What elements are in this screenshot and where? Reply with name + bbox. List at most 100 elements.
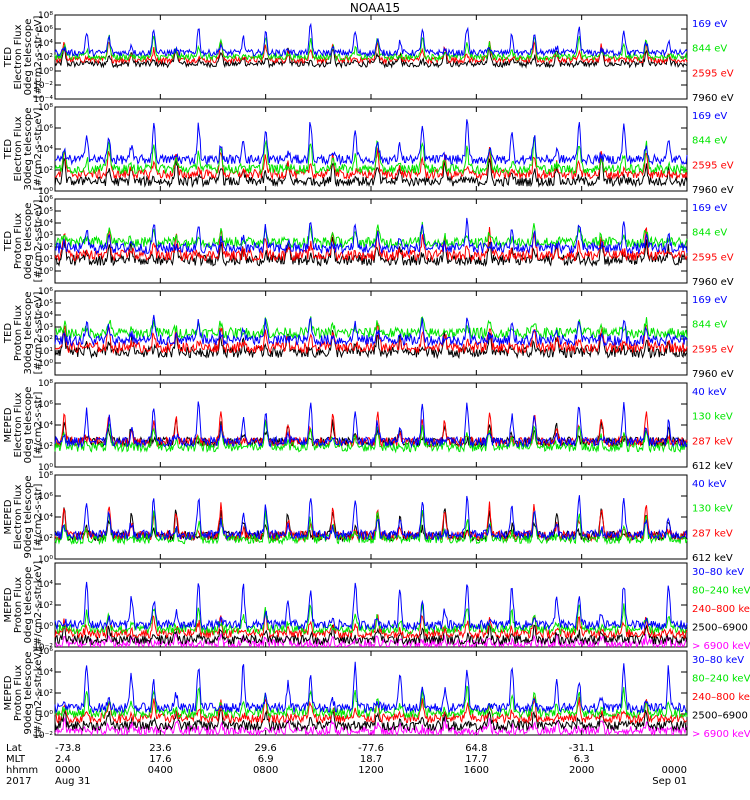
legend-entry: 2500–6900 bbox=[692, 623, 748, 634]
y-tick-label: 10⁶ bbox=[38, 647, 53, 657]
y-tick-label: 10⁶ bbox=[38, 195, 53, 205]
y-tick-label: 10⁸ bbox=[38, 11, 53, 21]
ephemeris-value: 6.9 bbox=[258, 754, 274, 765]
y-axis-title: Electron Flux bbox=[13, 484, 24, 549]
legend-entry: 844 eV bbox=[692, 228, 727, 239]
y-tick-label: 10⁸ bbox=[38, 471, 53, 481]
ephemeris-row-label: MLT bbox=[6, 754, 26, 765]
y-axis-title: Proton Flux bbox=[13, 305, 24, 361]
y-tick-label: 10⁸ bbox=[38, 379, 53, 389]
legend-entry: 7960 eV bbox=[692, 369, 734, 380]
legend-entry: 30–80 keV bbox=[692, 567, 744, 578]
y-axis-title: [#/cm2-s-str-eV] bbox=[33, 292, 44, 375]
y-tick-label: 10² bbox=[38, 166, 53, 176]
legend-entry: 612 keV bbox=[692, 553, 733, 564]
y-tick-label: 10⁴ bbox=[38, 39, 53, 49]
y-axis-title: Proton Flux bbox=[13, 577, 24, 633]
ephemeris-value: 17.6 bbox=[149, 754, 171, 765]
y-axis-title: Electron Flux bbox=[13, 24, 24, 89]
y-tick-label: 10⁰ bbox=[38, 710, 53, 720]
series-line-3-0 bbox=[54, 329, 688, 360]
series-line-1-0 bbox=[54, 158, 688, 189]
legend-entry: 2595 eV bbox=[692, 160, 734, 171]
series-line-1-2 bbox=[54, 136, 688, 176]
y-tick-label: 10² bbox=[38, 601, 53, 611]
legend-entry: 240–800 keV bbox=[692, 692, 750, 703]
series-line-0-1 bbox=[54, 40, 688, 65]
legend-entry: 2595 eV bbox=[692, 252, 734, 263]
legend-entry: 7960 eV bbox=[692, 93, 734, 104]
series-line-5-2 bbox=[54, 509, 688, 546]
y-tick-label: 10² bbox=[38, 442, 53, 452]
ephemeris-value: 17.7 bbox=[465, 754, 487, 765]
y-axis-title: Proton Flux bbox=[13, 665, 24, 721]
panel-frame bbox=[54, 106, 688, 192]
legend-entry: 30–80 keV bbox=[692, 655, 744, 666]
series-line-3-1 bbox=[54, 322, 688, 355]
y-axis-title: MEPED bbox=[3, 499, 14, 534]
y-tick-label: 10² bbox=[38, 335, 53, 345]
ephemeris-value: 29.6 bbox=[255, 743, 277, 754]
y-tick-label: 10¹ bbox=[38, 347, 53, 357]
y-tick-label: 10⁸ bbox=[38, 103, 53, 113]
legend-entry: 240–800 keV bbox=[692, 604, 750, 615]
y-tick-label: 10⁰ bbox=[38, 359, 53, 369]
y-tick-label: 10⁶ bbox=[38, 25, 53, 35]
y-axis-title: [#/cm2-s-str-keV] bbox=[33, 561, 44, 649]
y-tick-label: 10⁴ bbox=[38, 513, 53, 523]
series-line-0-3 bbox=[54, 22, 688, 58]
series-line-3-3 bbox=[54, 314, 688, 348]
legend-entry: 844 eV bbox=[692, 320, 727, 331]
y-axis-title: Proton Flux bbox=[13, 213, 24, 269]
date-end: Sep 01 bbox=[652, 776, 687, 787]
legend-entry: 287 keV bbox=[692, 436, 733, 447]
y-tick-label: 10⁻² bbox=[33, 731, 53, 741]
y-axis-title: [#/cm2-s-str] bbox=[33, 483, 44, 550]
y-axis-title: TED bbox=[3, 47, 14, 68]
series-line-0-0 bbox=[54, 46, 688, 69]
y-tick-label: 10² bbox=[38, 53, 53, 63]
legend-entry: 2500–6900 bbox=[692, 711, 748, 722]
ephemeris-value: 0800 bbox=[253, 765, 278, 776]
y-tick-label: 10⁴ bbox=[38, 311, 53, 321]
ephemeris-value: 64.8 bbox=[465, 743, 487, 754]
y-tick-label: 10⁴ bbox=[38, 421, 53, 431]
ephemeris-row-label: hhmm bbox=[6, 765, 38, 776]
y-axis-title: [#/cm2-s-str-eV] bbox=[33, 16, 44, 99]
ephemeris-row-label: 2017 bbox=[6, 776, 31, 787]
series-line-0-2 bbox=[54, 34, 688, 62]
legend-entry: 130 keV bbox=[692, 504, 733, 515]
series-line-4-3 bbox=[54, 401, 688, 449]
y-tick-label: 10⁻⁴ bbox=[33, 95, 53, 105]
legend-entry: > 6900 keV bbox=[692, 729, 750, 740]
series-line-2-0 bbox=[54, 234, 688, 268]
y-tick-label: 10⁶ bbox=[38, 124, 53, 134]
series-line-7-4 bbox=[54, 661, 688, 715]
series-line-7-0 bbox=[54, 716, 688, 737]
series-line-2-1 bbox=[54, 226, 688, 263]
y-tick-label: 10⁶ bbox=[38, 287, 53, 297]
y-tick-label: 10⁻² bbox=[33, 643, 53, 653]
series-line-7-1 bbox=[54, 709, 688, 733]
legend-entry: 80–240 keV bbox=[692, 674, 750, 685]
y-axis-title: 90deg telescope bbox=[23, 475, 34, 558]
y-axis-title: TED bbox=[3, 231, 14, 252]
y-axis-title: MEPED bbox=[3, 675, 14, 710]
series-line-7-2 bbox=[54, 696, 688, 725]
legend-entry: 7960 eV bbox=[692, 185, 734, 196]
y-tick-label: 10⁰ bbox=[38, 267, 53, 277]
y-tick-label: 10⁰ bbox=[38, 187, 53, 197]
legend-entry: 169 eV bbox=[692, 19, 727, 30]
legend-entry: 80–240 keV bbox=[692, 586, 750, 597]
y-tick-label: 10⁵ bbox=[38, 207, 53, 217]
legend-entry: 7960 eV bbox=[692, 277, 734, 288]
series-line-4-2 bbox=[54, 420, 688, 454]
ephemeris-value: -73.8 bbox=[55, 743, 81, 754]
y-tick-label: 10⁰ bbox=[38, 622, 53, 632]
legend-entry: 844 eV bbox=[692, 136, 727, 147]
ephemeris-value: 18.7 bbox=[360, 754, 382, 765]
series-line-5-3 bbox=[54, 495, 688, 542]
ephemeris-row-label: Lat bbox=[6, 743, 22, 754]
y-axis-title: Electron Flux bbox=[13, 392, 24, 457]
